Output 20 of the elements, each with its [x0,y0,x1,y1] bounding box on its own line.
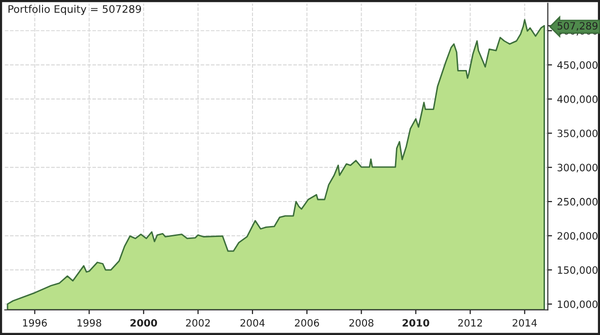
y-tick-label: 350,000 [558,130,598,138]
y-tick-label: 100,000 [558,300,598,310]
x-tick-label: 2006 [294,319,320,327]
x-tick-label: 2014 [512,319,537,327]
x-tick-label: 2008 [349,319,374,327]
x-tick-label: 2000 [130,319,158,327]
y-tick-label: 400,000 [557,95,598,104]
x-tick-label: 1998 [78,319,102,327]
y-tick-label: 450,000 [557,61,598,70]
y-tick-label: 300,000 [558,164,598,172]
x-tick-label: 2004 [240,319,265,327]
x-tick-label: 2012 [458,319,482,327]
y-tick-label: 200,000 [558,232,598,241]
y-tick-label: 507,289 [558,22,598,31]
chart-title: Portfolio Equity = 507289 [8,4,141,15]
x-tick-label: 1996 [23,319,47,327]
y-tick-label: 150,000 [558,266,598,275]
x-tick-label: 2002 [186,319,210,327]
y-tick-label: 250,000 [558,198,598,207]
x-tick-label: 2010 [402,319,430,327]
